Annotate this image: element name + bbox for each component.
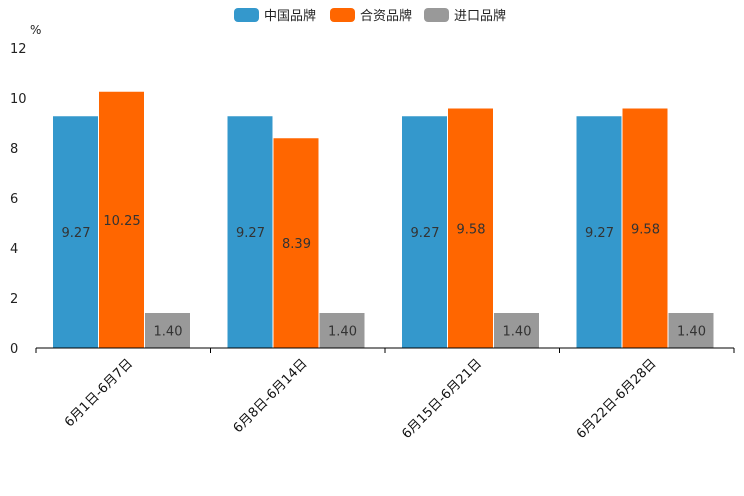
x-category-label: 6月22日-6月28日: [574, 356, 660, 442]
bar-1-3: [402, 116, 447, 348]
bar-2-2: [273, 138, 319, 348]
legend-swatch: [424, 8, 449, 22]
bar-value-label: 10.25: [103, 214, 140, 229]
y-tick-label: 10: [10, 92, 27, 107]
y-tick-label: 2: [10, 292, 18, 307]
bar-value-label: 9.27: [585, 226, 614, 241]
bar-value-label: 9.27: [62, 226, 91, 241]
bar-1-1: [53, 116, 98, 348]
y-tick-label: 12: [10, 42, 27, 57]
bar-3-2: [319, 313, 365, 348]
bar-3-3: [494, 313, 539, 348]
bar-value-label: 1.40: [677, 325, 706, 340]
x-category-label: 6月1日-6月7日: [62, 356, 136, 430]
x-axis-ticks: [35, 348, 735, 353]
bar-value-label: 1.40: [154, 325, 183, 340]
legend-label: 合资品牌: [360, 8, 412, 24]
y-tick-label: 4: [10, 242, 18, 257]
bar-2-3: [448, 108, 493, 348]
y-tick-label: 0: [10, 342, 18, 357]
legend: 中国品牌 合资品牌 进口品牌: [234, 8, 506, 24]
y-tick-label: 8: [10, 142, 18, 157]
bar-value-label: 9.58: [457, 222, 486, 237]
legend-swatch: [234, 8, 259, 22]
x-axis-category-labels: 6月1日-6月7日 6月8日-6月14日 6月15日-6月21日 6月22日-6月28…: [62, 356, 660, 442]
bar-3-4: [668, 313, 714, 348]
bars-group: [53, 91, 714, 348]
bar-value-label: 8.39: [282, 237, 311, 252]
legend-swatch: [330, 8, 355, 22]
bar-2-4: [622, 108, 668, 348]
bar-1-4: [576, 116, 622, 348]
bar-value-label: 1.40: [328, 325, 357, 340]
bar-3-1: [145, 313, 190, 348]
bar-2-1: [99, 91, 144, 348]
legend-label: 进口品牌: [454, 8, 506, 24]
bar-value-label: 9.27: [411, 226, 440, 241]
value-labels-group: 9.27 9.27 9.27 9.27 10.25 8.39 9.58 9.58 1.40 1.4…: [62, 214, 706, 340]
bar-value-label: 9.58: [631, 222, 660, 237]
bar-value-label: 9.27: [236, 226, 265, 241]
y-axis-unit-label: %: [30, 23, 41, 37]
x-category-label: 6月15日-6月21日: [399, 356, 485, 442]
y-axis-ticks: 0 2 4 6 8 10 12: [10, 42, 27, 357]
bar-value-label: 1.40: [503, 325, 532, 340]
legend-label: 中国品牌: [264, 8, 316, 24]
bar-1-2: [227, 116, 273, 348]
y-tick-label: 6: [10, 192, 18, 207]
x-category-label: 6月8日-6月14日: [231, 356, 311, 436]
